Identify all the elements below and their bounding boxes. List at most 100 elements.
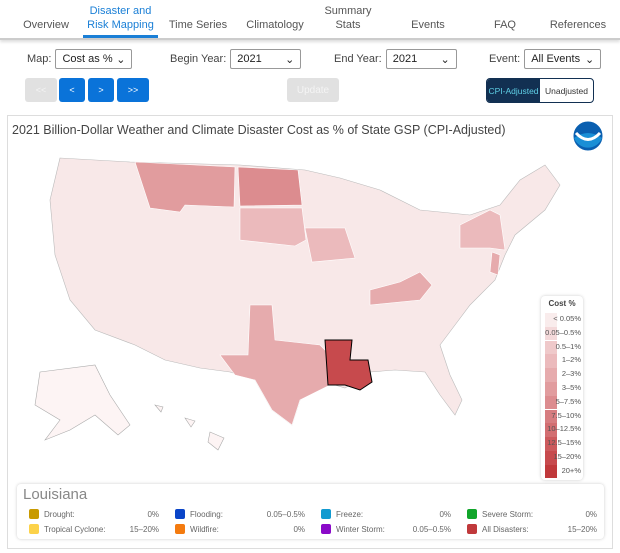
tab-disaster-risk-mapping[interactable]: Disaster and Risk Mapping — [83, 0, 158, 38]
legend-swatch — [545, 409, 557, 424]
tab-faq[interactable]: FAQ — [485, 0, 525, 38]
legend-swatch — [545, 395, 557, 410]
tab-events[interactable]: Events — [400, 0, 456, 38]
legend-bin-label: 12.5–15% — [547, 438, 581, 448]
disaster-type-value: 0% — [293, 525, 305, 534]
disaster-type-label: Winter Storm: — [336, 525, 385, 534]
legend-swatch — [545, 437, 557, 451]
update-button[interactable]: Update — [287, 78, 339, 102]
cpi-adjusted-option[interactable]: CPI-Adjusted — [487, 79, 540, 102]
begin-year-label: Begin Year: — [170, 53, 227, 65]
prev-year-button[interactable]: < — [59, 78, 85, 102]
tab-time-series[interactable]: Time Series — [168, 0, 228, 38]
map-legend: Cost % < 0.05% 0.05–0.5% 0.5–1% 1–2% 2–3% 3–5… — [541, 296, 583, 480]
legend-bin-label: 7.5–10% — [551, 410, 581, 420]
legend-bin: 0.5–1% — [545, 340, 581, 355]
disaster-color-swatch — [175, 509, 185, 519]
legend-swatch — [545, 368, 557, 382]
disaster-color-swatch — [467, 524, 477, 534]
state-hawaii[interactable] — [154, 404, 225, 451]
state-louisiana[interactable] — [324, 339, 373, 391]
disaster-type-value: 0% — [147, 510, 159, 519]
legend-bin-label: 10–12.5% — [547, 424, 581, 434]
disaster-type-value: 0% — [585, 510, 597, 519]
disaster-type-item: All Disasters: 15–20% — [459, 524, 597, 536]
event-control: Event: All Events ⌄ — [489, 49, 602, 69]
legend-bin-label: 1–2% — [561, 355, 581, 365]
next-year-button[interactable]: > — [88, 78, 114, 102]
legend-bin: 7.5–10% — [545, 409, 581, 424]
disaster-type-item: Freeze: 0% — [313, 509, 451, 521]
state-new-york[interactable] — [459, 209, 506, 251]
state-texas[interactable] — [219, 304, 336, 426]
tab-label: Events — [411, 19, 445, 31]
legend-bin-label: < 0.05% — [553, 314, 581, 323]
tab-label: Overview — [23, 19, 69, 31]
map-label: Map: — [27, 53, 52, 65]
disaster-type-value: 15–20% — [129, 525, 159, 534]
begin-year-value: 2021 — [237, 53, 262, 65]
tab-summary-stats[interactable]: Summary Stats — [322, 0, 374, 38]
state-montana[interactable] — [134, 161, 236, 213]
state-north-dakota[interactable] — [237, 166, 303, 207]
first-year-button[interactable]: << — [25, 78, 57, 102]
map-select[interactable]: Cost as % ⌄ — [55, 49, 133, 69]
last-year-button[interactable]: >> — [117, 78, 149, 102]
tab-overview[interactable]: Overview — [20, 0, 72, 38]
legend-swatch — [545, 354, 557, 368]
legend-bin-label: 15–20% — [553, 452, 581, 461]
selected-state-name: Louisiana — [23, 486, 88, 503]
end-year-select[interactable]: 2021 ⌄ — [385, 49, 457, 69]
legend-bin: 2–3% — [545, 368, 581, 382]
state-south-dakota[interactable] — [239, 207, 307, 247]
disaster-color-swatch — [29, 524, 39, 534]
event-select[interactable]: All Events ⌄ — [524, 49, 602, 69]
legend-swatch — [545, 423, 557, 437]
disaster-type-item: Winter Storm: 0.05–0.5% — [313, 524, 451, 536]
unadjusted-option[interactable]: Unadjusted — [544, 85, 588, 96]
chevron-down-icon: ⌄ — [584, 53, 595, 66]
disaster-type-label: Flooding: — [190, 510, 223, 519]
state-iowa[interactable] — [304, 227, 356, 263]
disaster-type-label: Freeze: — [336, 510, 364, 519]
legend-bin-label: 5–7.5% — [555, 396, 581, 406]
disaster-type-item: Drought: 0% — [21, 509, 159, 521]
tab-label: Disaster and Risk Mapping — [87, 5, 154, 31]
tab-climatology[interactable]: Climatology — [242, 0, 308, 38]
legend-swatch — [545, 313, 557, 327]
chevron-down-icon: ⌄ — [285, 53, 295, 66]
disaster-type-label: All Disasters: — [482, 525, 529, 534]
disaster-type-label: Severe Storm: — [482, 510, 534, 519]
legend-bin: 12.5–15% — [545, 437, 581, 451]
disaster-type-value: 0% — [439, 510, 451, 519]
legend-swatch — [545, 326, 557, 341]
chevron-down-icon: ⌄ — [440, 53, 450, 66]
disaster-color-swatch — [29, 509, 39, 519]
state-base-us[interactable] — [49, 157, 561, 426]
disaster-type-value: 0.05–0.5% — [266, 510, 305, 519]
disaster-type-value: 0.05–0.5% — [412, 525, 451, 534]
begin-year-select[interactable]: 2021 ⌄ — [230, 49, 302, 69]
legend-bin-label: 0.05–0.5% — [545, 327, 581, 337]
event-label: Event: — [489, 53, 521, 65]
state-new-jersey[interactable] — [489, 251, 501, 276]
disaster-type-item: Wildfire: 0% — [167, 524, 305, 536]
disaster-type-label: Wildfire: — [190, 525, 219, 534]
state-kentucky[interactable] — [369, 271, 433, 306]
disaster-color-swatch — [175, 524, 185, 534]
disaster-type-label: Tropical Cyclone: — [44, 525, 106, 534]
legend-bin: < 0.05% — [545, 313, 581, 327]
state-alaska[interactable] — [34, 364, 131, 441]
end-year-label: End Year: — [334, 53, 382, 65]
legend-title: Cost % — [548, 299, 576, 308]
legend-bin: 1–2% — [545, 354, 581, 368]
map-title: 2021 Billion-Dollar Weather and Climate … — [12, 123, 506, 137]
begin-year-control: Begin Year: 2021 ⌄ — [170, 49, 302, 69]
disaster-color-swatch — [467, 509, 477, 519]
disaster-type-label: Drought: — [44, 510, 75, 519]
tab-label: References — [549, 19, 607, 31]
tab-references[interactable]: References — [545, 0, 611, 38]
map-value: Cost as % — [62, 53, 113, 65]
end-year-control: End Year: 2021 ⌄ — [334, 49, 457, 69]
